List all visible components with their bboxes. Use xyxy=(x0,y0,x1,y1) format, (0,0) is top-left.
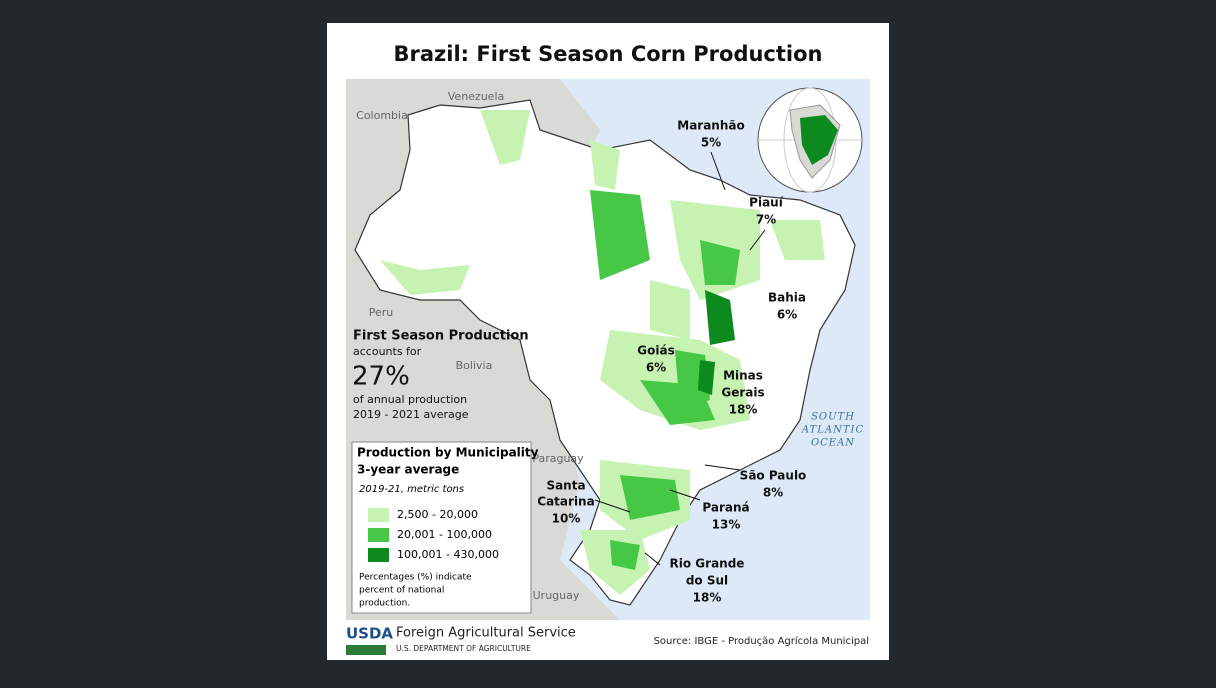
legend-label: 100,001 - 430,000 xyxy=(397,548,499,561)
legend-note: percent of national xyxy=(359,586,444,596)
state-name: Minas xyxy=(723,369,763,383)
state-name: Maranhão xyxy=(677,119,744,133)
ocean-label: OCEAN xyxy=(811,438,855,449)
state-share: 7% xyxy=(756,213,776,227)
legend-note: production. xyxy=(359,599,410,609)
state-name: Paraná xyxy=(702,501,749,515)
state-share: 5% xyxy=(701,136,721,150)
legend-subtitle: 2019-21, metric tons xyxy=(359,484,464,495)
state-share: 13% xyxy=(712,518,741,532)
legend-swatch xyxy=(368,508,389,522)
state-share: 6% xyxy=(777,308,797,322)
legend-note: Percentages (%) indicate xyxy=(359,573,472,583)
source: Source: IBGE - Produção Agrícola Municip… xyxy=(654,635,869,647)
leader-lines xyxy=(594,151,766,566)
callout-text: of annual production xyxy=(353,393,467,406)
state-name: Piauí xyxy=(749,196,784,210)
country-label: Peru xyxy=(369,306,394,319)
ocean-label: ATLANTIC xyxy=(801,425,864,436)
callout-text: accounts for xyxy=(353,345,422,358)
legend-swatch xyxy=(368,548,389,562)
state-name: Catarina xyxy=(537,495,594,509)
callout-value: 27% xyxy=(352,362,410,392)
state-name: Gerais xyxy=(721,386,764,400)
callout-heading: First Season Production xyxy=(353,329,529,344)
agency: Foreign Agricultural Service xyxy=(396,626,576,641)
production-areas xyxy=(380,110,825,595)
state-share: 6% xyxy=(646,361,666,375)
legend-box xyxy=(351,441,532,614)
legend-label: 2,500 - 20,000 xyxy=(397,508,478,521)
country-label: Paraguay xyxy=(532,452,584,465)
footer: USDA Foreign Agricultural Service U.S. D… xyxy=(346,625,869,655)
state-name: Bahia xyxy=(768,291,806,305)
state-name: Santa xyxy=(546,479,585,493)
callout: First Season Production accounts for 27%… xyxy=(352,329,529,422)
legend-title: Production by Municipality xyxy=(357,446,539,460)
state-share: 18% xyxy=(693,591,722,605)
state-share: 10% xyxy=(552,512,581,526)
country-label: Uruguay xyxy=(533,589,580,602)
globe xyxy=(757,87,863,193)
callout-text: 2019 - 2021 average xyxy=(353,408,469,421)
department: U.S. DEPARTMENT OF AGRICULTURE xyxy=(396,644,531,653)
country-label: Venezuela xyxy=(448,90,505,103)
country-label: Bolivia xyxy=(456,359,493,372)
logo: USDA xyxy=(346,625,393,643)
logo-mark xyxy=(346,645,386,655)
state-share: 18% xyxy=(729,403,758,417)
country-label: Colombia xyxy=(356,109,408,122)
legend-title: 3-year average xyxy=(357,463,459,477)
title: Brazil: First Season Corn Production xyxy=(393,42,822,66)
state-name: São Paulo xyxy=(740,469,807,483)
state-share: 8% xyxy=(763,486,783,500)
state-name: do Sul xyxy=(686,574,728,588)
legend: Production by Municipality 3-year averag… xyxy=(351,441,539,614)
ocean-label: SOUTH xyxy=(811,412,855,423)
state-name: Goiás xyxy=(637,344,674,358)
legend-swatch xyxy=(368,528,389,542)
state-name: Rio Grande xyxy=(670,557,745,571)
legend-label: 20,001 - 100,000 xyxy=(397,528,492,541)
